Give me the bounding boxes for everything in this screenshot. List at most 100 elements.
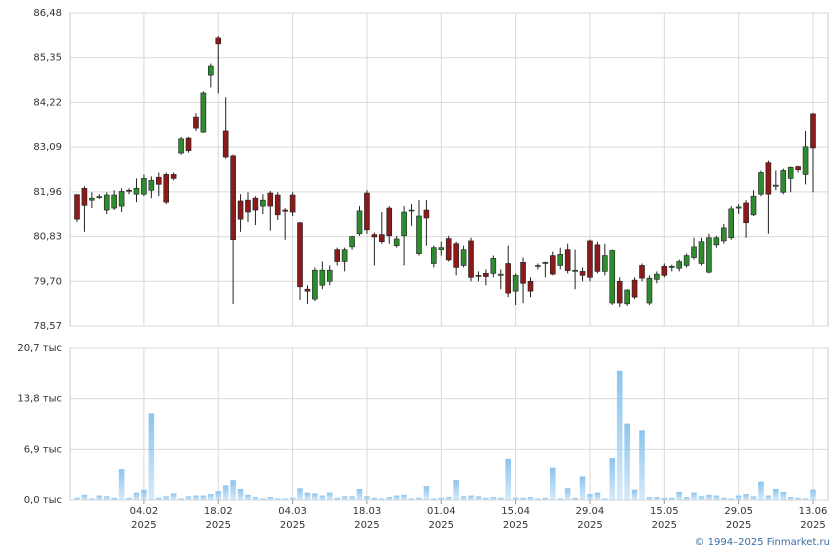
volume-bar <box>215 491 222 500</box>
volume-bar <box>453 480 459 500</box>
volume-bar <box>289 497 296 500</box>
candle-body <box>639 265 645 279</box>
volume-bar <box>564 488 571 500</box>
candle-body <box>170 174 177 179</box>
x-tick-label: 29.05 <box>724 506 753 517</box>
volume-bar <box>74 497 80 500</box>
volume-bar <box>549 467 556 500</box>
volume-bar <box>208 494 214 500</box>
y-tick-label: 80,83 <box>33 232 62 243</box>
volume-bar <box>304 492 311 500</box>
candle-body <box>616 280 623 304</box>
candle-body <box>750 195 757 216</box>
candle-body <box>579 271 586 276</box>
candle-body <box>326 269 333 282</box>
volume-bar <box>758 481 764 500</box>
volume-bar <box>668 497 675 500</box>
candle-body <box>178 138 184 154</box>
candle-body <box>795 166 801 170</box>
candle-body <box>624 289 630 305</box>
candle-body <box>386 207 393 237</box>
candle-body <box>810 113 816 149</box>
y-tick-label: 84,22 <box>33 97 62 108</box>
x-tick-label: 04.02 <box>130 506 159 517</box>
x-tick-year: 2025 <box>206 520 231 531</box>
y-tick-label: 20,7 тыс <box>17 343 62 354</box>
candle-body <box>416 215 422 254</box>
volume-bar <box>720 497 727 500</box>
x-tick-year: 2025 <box>429 520 454 531</box>
volume-bar <box>155 497 162 500</box>
y-tick-label: 85,35 <box>33 53 62 64</box>
volume-bar <box>185 496 192 500</box>
volume-bar <box>386 497 393 500</box>
x-tick-label: 15.05 <box>650 506 679 517</box>
volume-bar <box>379 498 385 500</box>
volume-bar <box>141 489 147 500</box>
volume-bar <box>200 495 207 500</box>
volume-bar <box>609 458 616 500</box>
volume-bar <box>393 495 400 500</box>
candle-body <box>393 238 400 246</box>
volume-bar <box>631 489 638 500</box>
volume-bar <box>408 498 415 500</box>
volume-bar <box>267 497 274 500</box>
y-tick-label: 86,48 <box>33 8 62 19</box>
volume-bar <box>750 496 757 500</box>
candle-body <box>512 275 519 292</box>
candle-body <box>609 250 616 304</box>
volume-bar <box>111 497 117 500</box>
candle-body <box>222 130 229 158</box>
candle-body <box>133 187 140 195</box>
candle-body <box>497 273 504 276</box>
candle-body <box>668 265 675 268</box>
volume-bar <box>594 492 601 500</box>
candle-body <box>408 209 415 212</box>
volume-bar <box>319 495 326 500</box>
candle-body <box>341 249 348 262</box>
candle-body <box>780 170 787 193</box>
volume-bar <box>497 497 504 500</box>
candle-body <box>735 206 742 209</box>
x-tick-label: 04.03 <box>278 506 307 517</box>
volume-bar <box>512 497 519 500</box>
volume-bar <box>423 486 430 500</box>
candle-body <box>401 211 407 237</box>
volume-bar <box>743 494 749 500</box>
candle-body <box>438 247 445 250</box>
x-tick-label: 29.04 <box>576 506 605 517</box>
volume-bar <box>787 497 794 500</box>
x-tick-year: 2025 <box>577 520 602 531</box>
candle-body <box>520 261 526 284</box>
volume-bar <box>245 494 251 500</box>
volume-bar <box>579 476 586 500</box>
x-tick-label: 18.03 <box>353 506 382 517</box>
candle-body <box>260 199 266 207</box>
candle-body <box>148 180 155 191</box>
candle-body <box>89 197 95 201</box>
candle-body <box>676 261 682 269</box>
candle-body <box>631 279 638 298</box>
volume-bar <box>364 496 370 500</box>
candle-body <box>289 194 296 213</box>
candle-body <box>245 199 251 213</box>
volume-bar <box>222 485 229 500</box>
candle-body <box>267 192 274 207</box>
volume-bar <box>698 496 705 500</box>
candle-body <box>787 167 794 179</box>
candle-body <box>96 196 103 198</box>
candle-body <box>728 208 735 239</box>
y-tick-label: 83,09 <box>33 142 62 153</box>
volume-bar <box>252 497 259 500</box>
candle-body <box>349 236 355 248</box>
candle-body <box>215 37 222 45</box>
candle-body <box>155 176 162 185</box>
volume-bar <box>297 488 303 500</box>
volume-bar <box>572 497 578 500</box>
volume-bar <box>542 497 549 500</box>
candle-body <box>103 194 110 211</box>
candle-body <box>193 116 199 129</box>
candle-body <box>304 288 311 292</box>
volume-bar <box>654 497 660 500</box>
volume-bar <box>356 488 363 500</box>
